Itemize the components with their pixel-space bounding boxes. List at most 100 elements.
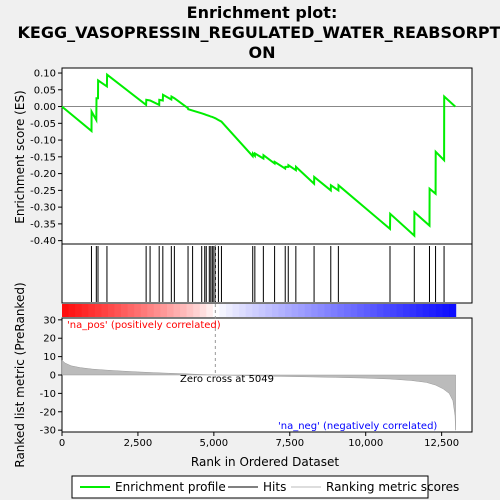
heatbar-segment: [173, 304, 181, 317]
hits-layer: [90, 246, 445, 302]
rank-ytick-label: 0: [50, 371, 56, 382]
heatbar-segment: [291, 304, 299, 317]
heatbar-segment: [81, 304, 89, 317]
heatbar-segment: [62, 304, 70, 317]
rank-ytick-label: 10: [43, 352, 56, 363]
heatbar-segment: [370, 304, 378, 317]
heatbar-segment: [160, 304, 168, 317]
rank-ytick-label: -20: [40, 407, 56, 418]
chart-title-line2: KEGG_VASOPRESSIN_REGULATED_WATER_REABSOR…: [18, 23, 500, 42]
heatbar-segment: [186, 304, 194, 317]
heatbar-segment: [101, 304, 109, 317]
heatbar-segment: [330, 304, 339, 317]
hits-panel: [61, 243, 473, 304]
es-layer: 0.10 0.05 0.00 -0.05 -0.10 -0.15 -0.20 -0.25 -0.…: [30, 69, 472, 247]
heatbar-segment: [68, 304, 76, 317]
rank-xtick-label: 12,500: [424, 438, 459, 449]
es-ytick-label: -0.10: [30, 136, 56, 147]
rank-xtick-label: 2,500: [124, 438, 153, 449]
es-ytick-label: 0.05: [34, 85, 56, 96]
heatbar-segment: [265, 304, 273, 317]
legend-label-hits: Hits: [263, 480, 286, 494]
heatbar-segment: [88, 304, 96, 317]
legend-label-ranking: Ranking metric scores: [326, 480, 459, 494]
es-ytick-label: -0.15: [30, 152, 56, 163]
heatbar-segment: [285, 304, 293, 317]
heatbar-segment: [278, 304, 286, 317]
heatbar-segment: [298, 304, 306, 317]
heatbar-segment: [140, 304, 148, 317]
es-ytick-label: 0.10: [34, 69, 56, 80]
heatbar-segment: [121, 304, 129, 317]
ranking-metric-area: [61, 359, 456, 431]
es-panel: [61, 67, 473, 245]
heatbar-segment: [390, 304, 398, 317]
heatbar-segment: [75, 304, 83, 317]
heatbar-segment: [212, 304, 221, 317]
rank-xtick-label: 0: [59, 438, 65, 449]
rank-ytick-label: -10: [40, 389, 56, 400]
heatbar-segment: [134, 304, 142, 317]
pos-correlation-label: 'na_pos' (positively correlated): [67, 320, 221, 331]
es-ytick-label: -0.40: [30, 236, 56, 247]
rank-heatmap-bar: [62, 304, 457, 317]
heatbar-segment: [239, 304, 247, 317]
heatbar-segment: [324, 304, 332, 317]
heatbar-segment: [311, 304, 319, 317]
heatbar-segment: [396, 304, 404, 317]
heatbar-segment: [344, 304, 352, 317]
heatbar-segment: [317, 304, 325, 317]
heatbar-segment: [376, 304, 385, 317]
heatbar-segment: [232, 304, 240, 317]
heatbar-segment: [271, 304, 280, 317]
rank-xtick-label: 5,000: [200, 438, 229, 449]
heatbar-segment: [252, 304, 260, 317]
heatbar-segment: [258, 304, 266, 317]
heatbar-segment: [337, 304, 345, 317]
es-ytick-label: -0.20: [30, 169, 56, 180]
heatbar-segment: [449, 304, 457, 317]
es-ytick-label: -0.35: [30, 219, 56, 230]
heatbar-segment: [180, 304, 188, 317]
heatbar-segment: [153, 304, 161, 317]
es-ytick-label: -0.25: [30, 186, 56, 197]
heatbar-segment: [422, 304, 430, 317]
heatbar-segment: [442, 304, 450, 317]
rank-ytick-label: 20: [43, 334, 56, 345]
heatbar-segment: [403, 304, 411, 317]
rank-ytick-label: 30: [43, 315, 56, 326]
rank-axis-label: Ranked list metric (PreRanked): [13, 282, 27, 467]
heatbar-segment: [114, 304, 122, 317]
heatbar-segment: [416, 304, 424, 317]
heatbar-segment: [409, 304, 417, 317]
legend-label-enrichment: Enrichment profile: [115, 480, 226, 494]
rank-ytick-label: -30: [40, 426, 56, 437]
heatbar-segment: [226, 304, 234, 317]
heatbar-segment: [127, 304, 135, 317]
rank-xtick-label: 7,500: [275, 438, 304, 449]
x-axis-label: Rank in Ordered Dataset: [191, 455, 339, 469]
neg-correlation-label: 'na_neg' (negatively correlated): [278, 421, 437, 432]
chart-title-line1: Enrichment plot:: [187, 3, 338, 22]
heatbar-segment: [147, 304, 155, 317]
heatbar-segment: [357, 304, 365, 317]
rank-xtick-label: 10,000: [348, 438, 383, 449]
heatbar-segment: [429, 304, 437, 317]
es-ytick-label: -0.30: [30, 203, 56, 214]
heatbar-segment: [219, 304, 227, 317]
heatbar-segment: [94, 304, 102, 317]
es-ytick-label: 0.00: [34, 102, 56, 113]
heatbar-segment: [245, 304, 253, 317]
heatbar-segment: [166, 304, 175, 317]
heatbar-segment: [206, 304, 214, 317]
es-ytick-label: -0.05: [30, 119, 56, 130]
zero-cross-label: Zero cross at 5049: [180, 374, 274, 385]
heatbar-segment: [383, 304, 391, 317]
heatbar-segment: [435, 304, 444, 317]
heatbar-segment: [199, 304, 207, 317]
heatbar-segment: [350, 304, 358, 317]
es-axis-label: Enrichment score (ES): [13, 90, 27, 223]
heatbar-segment: [304, 304, 312, 317]
